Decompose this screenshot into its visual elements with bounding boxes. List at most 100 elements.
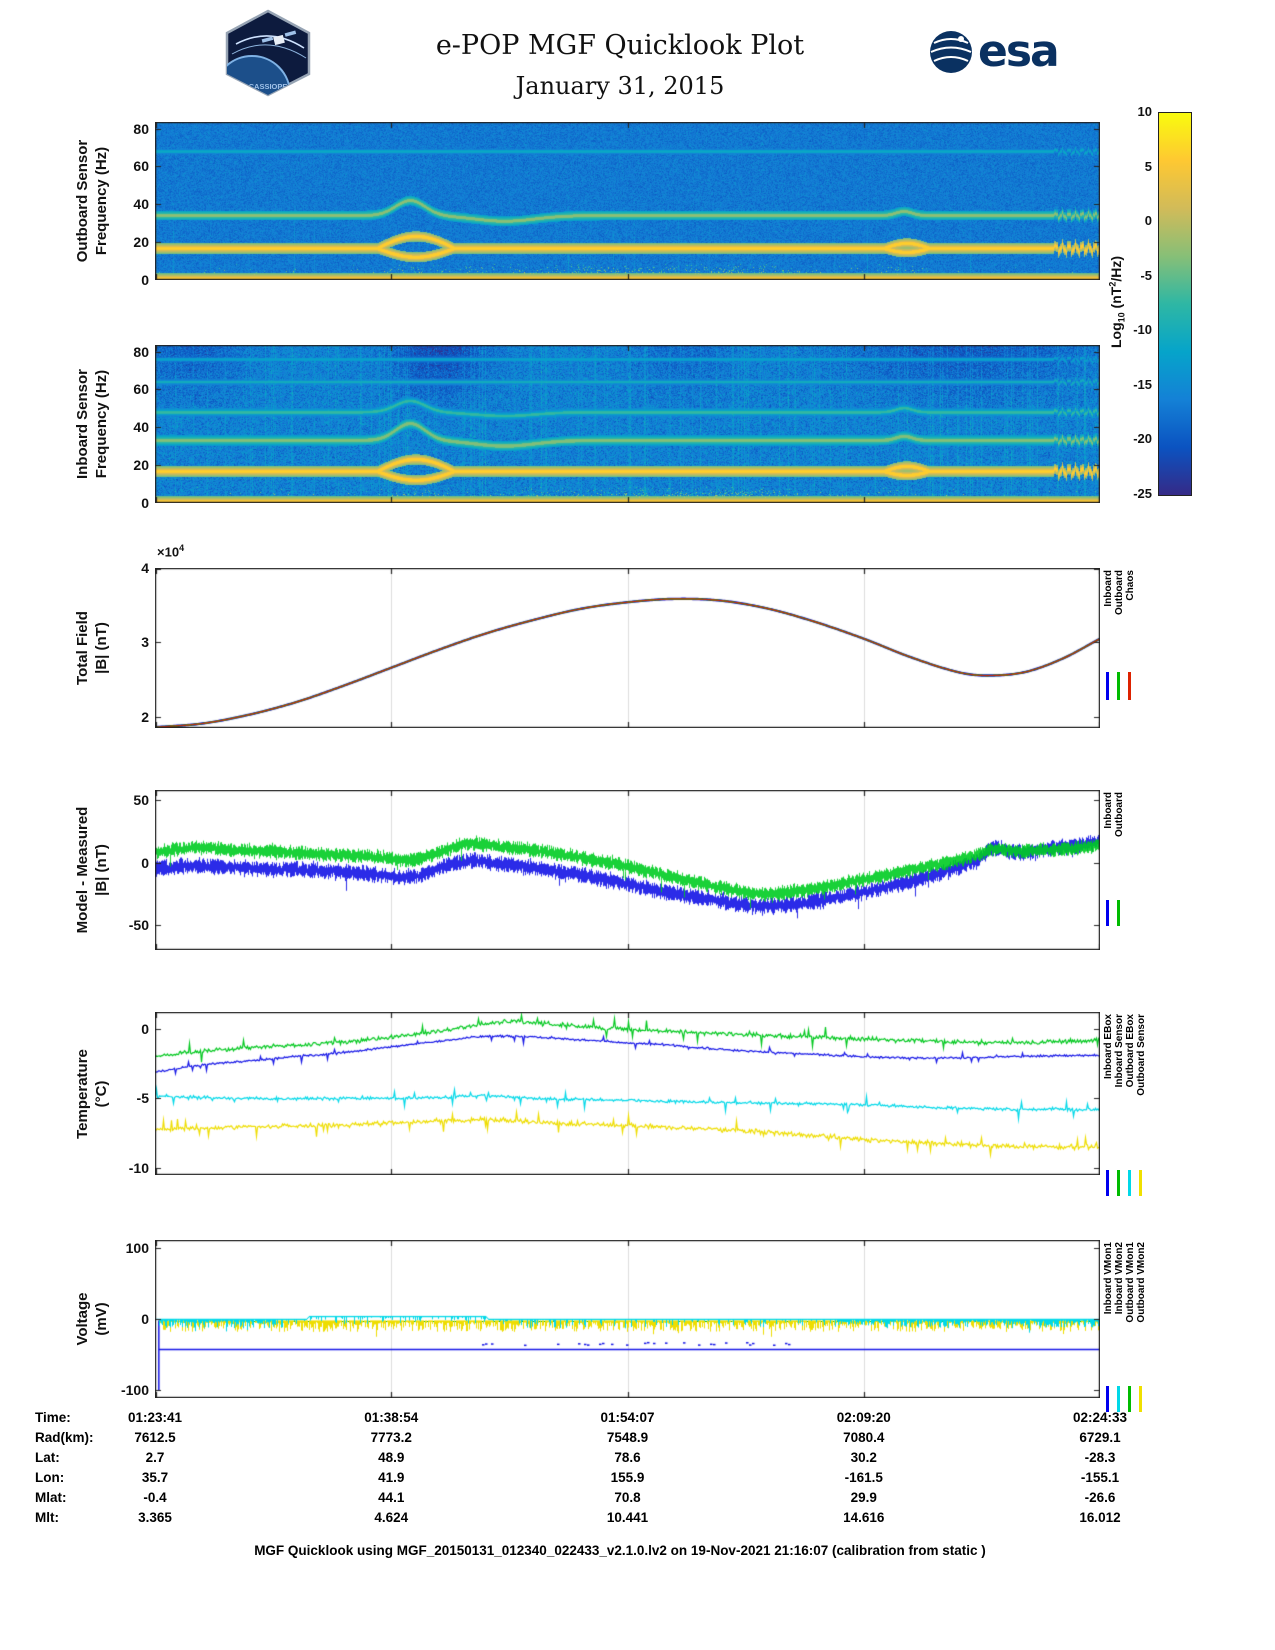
y-tick-label: 40 xyxy=(133,419,149,436)
y-axis-label-line-1: Temperature xyxy=(74,1048,91,1139)
esa-logo: esa xyxy=(928,26,1060,77)
y-tick-label: 0 xyxy=(141,495,149,511)
ephemeris-value: 10.441 xyxy=(606,1510,649,1525)
y-tick-label: 2 xyxy=(141,708,149,725)
ephemeris-value: -155.1 xyxy=(1080,1470,1120,1485)
y-tick-label: 80 xyxy=(133,343,149,360)
legend-marker-inboard xyxy=(1106,672,1109,700)
ephemeris-value: 4.624 xyxy=(374,1510,409,1525)
colorbar-tick-label: -15 xyxy=(1133,376,1152,392)
ephemeris-value: 01:23:41 xyxy=(127,1410,183,1425)
legend-marker-inboard-ebox xyxy=(1106,1170,1109,1196)
inboard_spectrogram-canvas xyxy=(155,345,1100,503)
ephemeris-value: 02:24:33 xyxy=(1072,1410,1128,1425)
ephemeris-row-label-time: Time: xyxy=(35,1410,71,1425)
y-tick-label: 4 xyxy=(141,560,149,576)
colorbar-tick-label: -5 xyxy=(1140,267,1152,283)
y-tick-label: -10 xyxy=(128,1160,149,1177)
colorbar-tick-label: 5 xyxy=(1144,158,1152,174)
colorbar-label-sub: 10 xyxy=(1116,312,1127,323)
legend-label-inboard-sensor: Inboard Sensor xyxy=(1114,1014,1125,1088)
y-tick-label: -5 xyxy=(136,1090,149,1107)
y-axis-label-line-1: Total Field xyxy=(74,611,91,685)
y-tick-label: -100 xyxy=(120,1382,149,1399)
colorbar-tick-label: -10 xyxy=(1133,322,1152,338)
legend-label-inboard-vmon1: Inboard VMon1 xyxy=(1103,1242,1114,1315)
ephemeris-value: 2.7 xyxy=(145,1450,165,1465)
legend-marker-outboard xyxy=(1117,672,1120,700)
outboard_spectrogram-canvas xyxy=(155,122,1100,280)
ephemeris-value: 7080.4 xyxy=(843,1430,885,1445)
y-tick-label: 0 xyxy=(141,854,149,871)
legend-label-outboard: Outboard xyxy=(1114,792,1125,837)
ephemeris-value: 16.012 xyxy=(1079,1510,1121,1525)
figure-title: e-POP MGF Quicklook Plot xyxy=(435,30,805,61)
legend-marker-chaos xyxy=(1128,672,1131,700)
ephemeris-value: -28.3 xyxy=(1084,1450,1116,1465)
ephemeris-value: 29.9 xyxy=(850,1490,877,1505)
y-tick-label: 20 xyxy=(133,234,149,251)
ephemeris-row-label-lat: Lat: xyxy=(35,1450,60,1465)
ephemeris-value: 01:54:07 xyxy=(600,1410,655,1425)
y-tick-label: 0 xyxy=(141,1020,149,1037)
legend-marker-inboard-sensor xyxy=(1117,1170,1120,1196)
ephemeris-value: 6729.1 xyxy=(1079,1430,1121,1445)
legend-marker-outboard-ebox xyxy=(1128,1170,1131,1196)
ephemeris-value: 70.8 xyxy=(614,1490,641,1505)
legend-marker-outboard-sensor xyxy=(1139,1170,1142,1196)
legend-label-outboard: Outboard xyxy=(1114,570,1125,615)
esa-wordmark: esa xyxy=(978,26,1060,77)
esa-globe-icon xyxy=(930,30,972,73)
ephemeris-value: 7548.9 xyxy=(606,1430,649,1445)
legend-label-chaos: Chaos xyxy=(1125,570,1136,601)
ephemeris-value: 41.9 xyxy=(378,1470,405,1485)
ephemeris-row-label-mlt: Mlt: xyxy=(35,1510,59,1525)
ephemeris-value: -161.5 xyxy=(844,1470,883,1485)
total_field-canvas xyxy=(155,568,1100,728)
y-tick-label: -50 xyxy=(128,917,149,933)
ephemeris-value: 30.2 xyxy=(850,1450,877,1465)
ephemeris-row-label-lon: Lon: xyxy=(35,1470,65,1485)
y-tick-label: 0 xyxy=(141,1311,149,1327)
legend-label-inboard: Inboard xyxy=(1103,792,1114,829)
y-tick-label: 20 xyxy=(133,457,149,474)
legend-label-inboard-ebox: Inboard EBox xyxy=(1103,1014,1114,1080)
ephemeris-value: 35.7 xyxy=(141,1470,169,1485)
colorbar-tick-label: 10 xyxy=(1137,104,1152,119)
temperature-canvas xyxy=(155,1012,1100,1175)
ephemeris-value: 48.9 xyxy=(378,1450,405,1465)
y-tick-label: 0 xyxy=(141,272,149,288)
voltage-canvas xyxy=(155,1240,1100,1398)
legend-label-outboard-ebox: Outboard EBox xyxy=(1125,1014,1136,1088)
y-tick-label: 100 xyxy=(125,1239,149,1256)
y-tick-label: 40 xyxy=(133,196,149,213)
legend-marker-inboard-vmon1 xyxy=(1106,1386,1109,1412)
ephemeris-value: 44.1 xyxy=(378,1490,405,1505)
y-axis-label-line-1: Inboard Sensor xyxy=(74,368,91,480)
legend-marker-outboard-vmon1 xyxy=(1128,1386,1131,1412)
ephemeris-value: 78.6 xyxy=(614,1450,641,1465)
ephemeris-value: 3.365 xyxy=(138,1510,172,1525)
colorbar-tick-label: -20 xyxy=(1133,431,1152,447)
colorbar-label-mid: (nT xyxy=(1107,286,1124,313)
legend-marker-outboard-vmon2 xyxy=(1139,1386,1142,1412)
y-tick-label: 3 xyxy=(141,634,149,651)
ephemeris-value: 14.616 xyxy=(843,1510,885,1525)
ephemeris-value: 01:38:54 xyxy=(364,1410,419,1425)
ephemeris-value: 7773.2 xyxy=(370,1430,412,1445)
patch-orbit-arc xyxy=(235,35,305,49)
y-tick-label: 60 xyxy=(133,381,149,398)
y-tick-label: 60 xyxy=(133,158,149,175)
patch-satellite xyxy=(261,30,297,46)
ephemeris-row-label-mlat: Mlat: xyxy=(35,1490,67,1505)
legend-marker-inboard-vmon2 xyxy=(1117,1386,1120,1412)
ephemeris-value: -0.4 xyxy=(143,1490,167,1505)
cassiope-logo: CASSIOPE xyxy=(225,9,311,97)
figure-date: January 31, 2015 xyxy=(515,72,725,100)
patch-text: CASSIOPE xyxy=(249,82,288,91)
y-tick-label: 80 xyxy=(133,120,149,137)
ephemeris-value: 02:09:20 xyxy=(836,1410,891,1425)
colorbar-tick-label: -25 xyxy=(1133,486,1152,501)
colorbar-tick-label: 0 xyxy=(1144,213,1152,229)
